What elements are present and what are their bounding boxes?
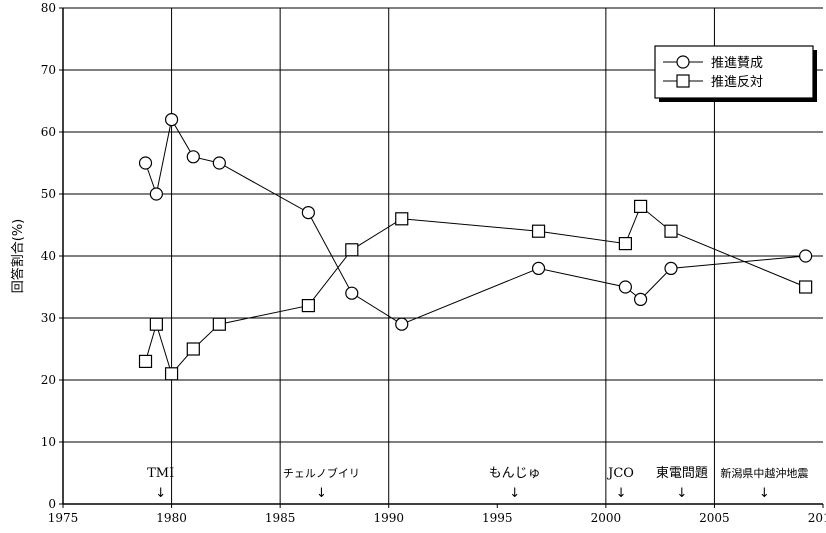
data-point-circle: [531, 261, 546, 275]
grid-lines: [63, 7, 823, 504]
series-group: [138, 112, 813, 381]
legend-marker-square: [676, 74, 690, 88]
data-point-square: [633, 199, 648, 213]
data-point-circle: [186, 150, 200, 164]
x-tick-label: 2000: [591, 511, 622, 525]
data-point-circle: [138, 156, 153, 170]
legend-marker-circle: [676, 55, 690, 69]
series-support: [138, 112, 813, 331]
event-arrow: ↓: [759, 486, 770, 501]
data-point-square: [395, 212, 409, 226]
x-tick-label: 1975: [48, 511, 79, 525]
data-point-circle: [301, 206, 315, 220]
data-point-square: [664, 224, 678, 238]
y-tick-label: 0: [48, 497, 56, 511]
data-point-square: [186, 342, 200, 356]
event-arrow: ↓: [155, 486, 166, 501]
data-point-square: [531, 224, 546, 238]
y-tick-label: 70: [41, 63, 56, 77]
y-tick-label: 10: [41, 435, 56, 449]
series-oppose: [138, 199, 813, 381]
data-point-square: [164, 367, 179, 381]
y-tick-label: 80: [41, 1, 56, 15]
data-point-square: [301, 299, 315, 313]
x-tick-label: 1985: [265, 511, 296, 525]
y-tick-label: 40: [41, 249, 56, 263]
data-point-square: [138, 354, 153, 368]
y-tick-label: 30: [41, 311, 56, 325]
event-label: 東電問題: [656, 465, 708, 481]
legend-label: 推進反対: [711, 75, 763, 90]
event-label: チェルノブイリ: [283, 466, 360, 480]
tick-labels: 0 10 20 30 40 50 60 70 80 1975 1980 1985 1990 1995 200…: [41, 1, 826, 525]
event-arrow: ↓: [616, 486, 627, 501]
data-point-square: [149, 317, 163, 331]
data-point-circle: [633, 292, 648, 306]
event-arrow: ↓: [676, 486, 687, 501]
data-point-circle: [164, 112, 179, 127]
data-point-circle: [664, 261, 678, 275]
data-point-square: [799, 280, 813, 294]
event-arrow: ↓: [509, 486, 520, 501]
event-label: JCO: [606, 466, 634, 481]
data-point-circle: [212, 156, 226, 170]
event-arrow: ↓: [316, 486, 327, 501]
series-line: [145, 118, 806, 325]
x-tick-label: 2005: [699, 511, 730, 525]
x-tick-label: 2010: [808, 511, 826, 525]
x-tick-label: 1995: [482, 511, 513, 525]
y-tick-label: 60: [41, 125, 56, 139]
event-annotations: TMI ↓ チェルノブイリ ↓ もんじゅ ↓ JCO ↓ 東電問題 ↓ 新潟県中越沖地震 ↓: [147, 465, 808, 501]
legend-box: [654, 45, 814, 99]
data-point-circle: [618, 280, 633, 294]
y-axis-title: 回答割合(%): [10, 219, 26, 294]
x-tick-label: 1980: [156, 511, 187, 525]
data-point-square: [212, 317, 226, 331]
data-point-circle: [149, 187, 163, 201]
legend-label: 推進賛成: [711, 56, 763, 71]
y-tick-label: 50: [41, 187, 56, 201]
x-tick-label: 1990: [373, 511, 404, 525]
data-point-square: [345, 243, 359, 257]
data-point-circle: [395, 317, 409, 331]
event-label: TMI: [147, 466, 174, 481]
data-point-circle: [345, 286, 359, 300]
event-label: 新潟県中越沖地震: [720, 466, 808, 480]
axes: [59, 7, 824, 508]
data-point-square: [618, 237, 633, 251]
data-point-circle: [799, 249, 813, 263]
series-line: [145, 205, 806, 375]
event-label: もんじゅ: [489, 466, 541, 481]
y-tick-label: 20: [41, 373, 56, 387]
